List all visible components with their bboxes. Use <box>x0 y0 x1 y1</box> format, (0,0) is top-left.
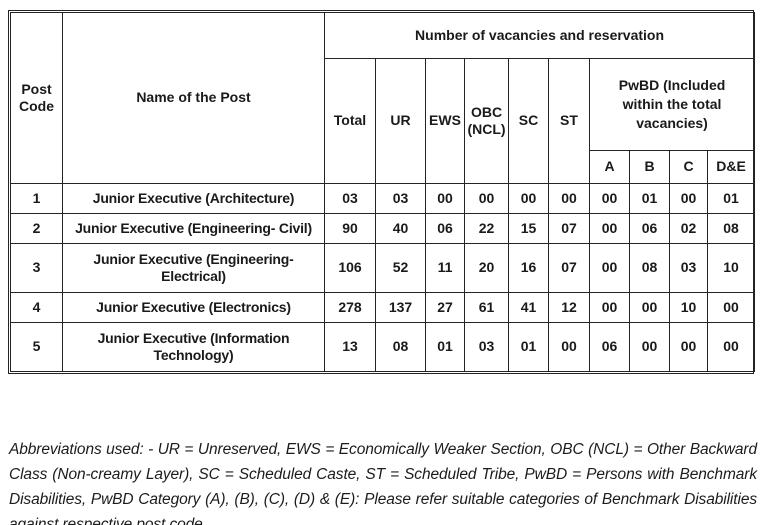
cell-pwbd-c: 03 <box>669 243 708 293</box>
cell-st: 12 <box>548 292 590 323</box>
table-row: 3 Junior Executive (Engineering-Electric… <box>10 243 756 293</box>
column-header-pwbd-de: D&E <box>706 150 756 184</box>
cell-pwbd-a: 00 <box>589 243 630 293</box>
table-row: 5 Junior Executive (Information Technolo… <box>10 322 756 372</box>
cell-obc-ncl: 00 <box>464 183 509 214</box>
cell-pwbd-a: 00 <box>589 183 630 214</box>
cell-st: 07 <box>548 213 590 244</box>
column-header-pwbd-a: A <box>589 150 630 184</box>
cell-total: 03 <box>324 183 376 214</box>
column-header-obc-ncl: OBC (NCL) <box>464 58 509 184</box>
cell-pwbd-de: 08 <box>706 213 756 244</box>
column-header-st: ST <box>548 58 590 184</box>
column-header-sc: SC <box>508 58 549 184</box>
table-row: 1 Junior Executive (Architecture) 03 03 … <box>10 183 756 214</box>
cell-pwbd-b: 00 <box>629 322 670 372</box>
table-body: 1 Junior Executive (Architecture) 03 03 … <box>10 183 756 372</box>
cell-pwbd-c: 02 <box>669 213 708 244</box>
column-header-post-code: Post Code <box>10 12 63 184</box>
cell-post-code: 3 <box>10 243 63 293</box>
cell-post-code: 4 <box>10 292 63 323</box>
cell-post-name: Junior Executive (Engineering- Civil) <box>62 213 325 244</box>
cell-total: 106 <box>324 243 376 293</box>
cell-post-code: 5 <box>10 322 63 372</box>
cell-post-name: Junior Executive (Information Technology… <box>62 322 325 372</box>
cell-ur: 137 <box>375 292 426 323</box>
column-group-header-pwbd: PwBD (Included within the total vacancie… <box>588 58 756 151</box>
header-row-columns: Total UR EWS OBC (NCL) SC ST PwBD (Inclu… <box>11 58 756 184</box>
cell-sc: 01 <box>508 322 549 372</box>
cell-post-name: Junior Executive (Architecture) <box>62 183 325 214</box>
cell-pwbd-de: 00 <box>706 292 756 323</box>
cell-st: 00 <box>548 322 590 372</box>
cell-post-code: 1 <box>10 183 63 214</box>
abbreviations-note: Abbreviations used: - UR = Unreserved, E… <box>9 440 757 525</box>
cell-sc: 41 <box>508 292 549 323</box>
cell-total: 90 <box>324 213 376 244</box>
column-header-ews: EWS <box>425 58 465 184</box>
cell-pwbd-a: 00 <box>589 213 630 244</box>
cell-pwbd-de: 00 <box>706 322 756 372</box>
cell-obc-ncl: 22 <box>464 213 509 244</box>
cell-ur: 08 <box>375 322 426 372</box>
column-header-ur: UR <box>375 58 426 184</box>
column-header-pwbd-b: B <box>629 150 670 184</box>
cell-sc: 15 <box>508 213 549 244</box>
table-header: Post Code Name of the Post Number of vac… <box>10 12 756 184</box>
cell-ews: 11 <box>425 243 465 293</box>
cell-ur: 03 <box>375 183 426 214</box>
vacancy-table: Post Code Name of the Post Number of vac… <box>10 12 756 372</box>
cell-ur: 40 <box>375 213 426 244</box>
column-header-pwbd-c: C <box>669 150 708 184</box>
cell-post-name: Junior Executive (Engineering-Electrical… <box>62 243 325 293</box>
cell-pwbd-b: 08 <box>629 243 670 293</box>
cell-obc-ncl: 61 <box>464 292 509 323</box>
cell-pwbd-a: 00 <box>589 292 630 323</box>
cell-pwbd-b: 01 <box>629 183 670 214</box>
cell-total: 278 <box>324 292 376 323</box>
cell-pwbd-b: 06 <box>629 213 670 244</box>
vacancy-table-frame: Post Code Name of the Post Number of vac… <box>8 10 756 374</box>
column-header-name-of-post: Name of the Post <box>62 12 325 184</box>
cell-post-code: 2 <box>10 213 63 244</box>
table-row: 4 Junior Executive (Electronics) 278 137… <box>10 292 756 323</box>
cell-obc-ncl: 20 <box>464 243 509 293</box>
cell-ur: 52 <box>375 243 426 293</box>
cell-pwbd-b: 00 <box>629 292 670 323</box>
cell-sc: 16 <box>508 243 549 293</box>
cell-obc-ncl: 03 <box>464 322 509 372</box>
cell-total: 13 <box>324 322 376 372</box>
cell-st: 00 <box>548 183 590 214</box>
cell-pwbd-de: 01 <box>706 183 756 214</box>
cell-ews: 27 <box>425 292 465 323</box>
column-group-header-vacancies: Number of vacancies and reservation <box>323 12 756 59</box>
cell-ews: 01 <box>425 322 465 372</box>
pwbd-header-text: PwBD (Included within the total vacancie… <box>618 77 726 131</box>
cell-ews: 06 <box>425 213 465 244</box>
table-row: 2 Junior Executive (Engineering- Civil) … <box>10 213 756 244</box>
cell-post-name: Junior Executive (Electronics) <box>62 292 325 323</box>
column-header-total: Total <box>324 58 376 184</box>
cell-pwbd-c: 00 <box>669 322 708 372</box>
cell-ews: 00 <box>425 183 465 214</box>
cell-st: 07 <box>548 243 590 293</box>
cell-pwbd-de: 10 <box>706 243 756 293</box>
cell-pwbd-a: 06 <box>589 322 630 372</box>
header-row-group: Post Code Name of the Post Number of vac… <box>10 12 756 184</box>
cell-pwbd-c: 00 <box>669 183 708 214</box>
header-row-pwbd-subcolumns: A B C D&E <box>11 150 756 184</box>
cell-pwbd-c: 10 <box>669 292 708 323</box>
cell-sc: 00 <box>508 183 549 214</box>
